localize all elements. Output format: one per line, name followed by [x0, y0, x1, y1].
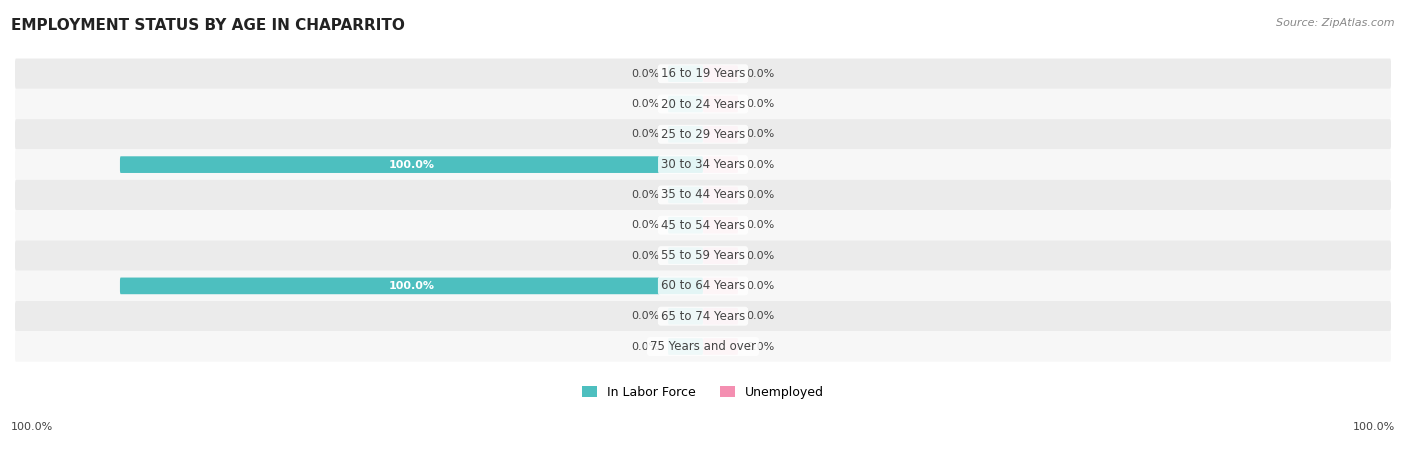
- Text: 0.0%: 0.0%: [631, 69, 659, 79]
- Text: 20 to 24 Years: 20 to 24 Years: [661, 98, 745, 111]
- FancyBboxPatch shape: [703, 65, 738, 82]
- Text: 0.0%: 0.0%: [747, 99, 775, 109]
- FancyBboxPatch shape: [703, 247, 738, 264]
- Text: 100.0%: 100.0%: [388, 160, 434, 170]
- Text: 100.0%: 100.0%: [388, 281, 434, 291]
- Text: 0.0%: 0.0%: [747, 129, 775, 140]
- Text: 30 to 34 Years: 30 to 34 Years: [661, 158, 745, 171]
- FancyBboxPatch shape: [668, 96, 703, 112]
- Text: 55 to 59 Years: 55 to 59 Years: [661, 249, 745, 262]
- FancyBboxPatch shape: [15, 240, 1391, 271]
- Text: 0.0%: 0.0%: [631, 220, 659, 230]
- FancyBboxPatch shape: [15, 331, 1391, 362]
- Text: 0.0%: 0.0%: [747, 220, 775, 230]
- FancyBboxPatch shape: [15, 89, 1391, 119]
- Text: 0.0%: 0.0%: [631, 99, 659, 109]
- Text: 16 to 19 Years: 16 to 19 Years: [661, 67, 745, 80]
- FancyBboxPatch shape: [15, 58, 1391, 89]
- Text: 0.0%: 0.0%: [747, 160, 775, 170]
- Text: 0.0%: 0.0%: [747, 281, 775, 291]
- FancyBboxPatch shape: [703, 126, 738, 143]
- Text: 65 to 74 Years: 65 to 74 Years: [661, 310, 745, 323]
- Text: 0.0%: 0.0%: [747, 69, 775, 79]
- Text: 0.0%: 0.0%: [631, 311, 659, 321]
- FancyBboxPatch shape: [15, 210, 1391, 240]
- Text: 0.0%: 0.0%: [631, 129, 659, 140]
- FancyBboxPatch shape: [15, 271, 1391, 301]
- Text: 75 Years and over: 75 Years and over: [650, 340, 756, 353]
- Text: 45 to 54 Years: 45 to 54 Years: [661, 219, 745, 232]
- FancyBboxPatch shape: [15, 301, 1391, 331]
- FancyBboxPatch shape: [668, 338, 703, 355]
- FancyBboxPatch shape: [668, 187, 703, 203]
- FancyBboxPatch shape: [668, 65, 703, 82]
- Text: 0.0%: 0.0%: [747, 251, 775, 261]
- FancyBboxPatch shape: [703, 156, 738, 173]
- Text: 0.0%: 0.0%: [747, 342, 775, 351]
- FancyBboxPatch shape: [668, 308, 703, 324]
- FancyBboxPatch shape: [668, 217, 703, 234]
- Legend: In Labor Force, Unemployed: In Labor Force, Unemployed: [582, 386, 824, 399]
- Text: 0.0%: 0.0%: [747, 190, 775, 200]
- Text: 60 to 64 Years: 60 to 64 Years: [661, 279, 745, 292]
- FancyBboxPatch shape: [703, 338, 738, 355]
- FancyBboxPatch shape: [703, 278, 738, 294]
- FancyBboxPatch shape: [668, 247, 703, 264]
- FancyBboxPatch shape: [15, 119, 1391, 149]
- Text: 100.0%: 100.0%: [1353, 422, 1395, 432]
- Text: EMPLOYMENT STATUS BY AGE IN CHAPARRITO: EMPLOYMENT STATUS BY AGE IN CHAPARRITO: [11, 18, 405, 33]
- Text: 0.0%: 0.0%: [631, 251, 659, 261]
- Text: Source: ZipAtlas.com: Source: ZipAtlas.com: [1277, 18, 1395, 28]
- FancyBboxPatch shape: [120, 156, 703, 173]
- Text: 100.0%: 100.0%: [11, 422, 53, 432]
- FancyBboxPatch shape: [703, 187, 738, 203]
- FancyBboxPatch shape: [668, 126, 703, 143]
- Text: 0.0%: 0.0%: [631, 342, 659, 351]
- Text: 0.0%: 0.0%: [747, 311, 775, 321]
- Text: 25 to 29 Years: 25 to 29 Years: [661, 128, 745, 141]
- FancyBboxPatch shape: [703, 217, 738, 234]
- FancyBboxPatch shape: [703, 96, 738, 112]
- FancyBboxPatch shape: [15, 149, 1391, 180]
- FancyBboxPatch shape: [15, 180, 1391, 210]
- FancyBboxPatch shape: [703, 308, 738, 324]
- Text: 0.0%: 0.0%: [631, 190, 659, 200]
- Text: 35 to 44 Years: 35 to 44 Years: [661, 189, 745, 202]
- FancyBboxPatch shape: [120, 278, 703, 294]
